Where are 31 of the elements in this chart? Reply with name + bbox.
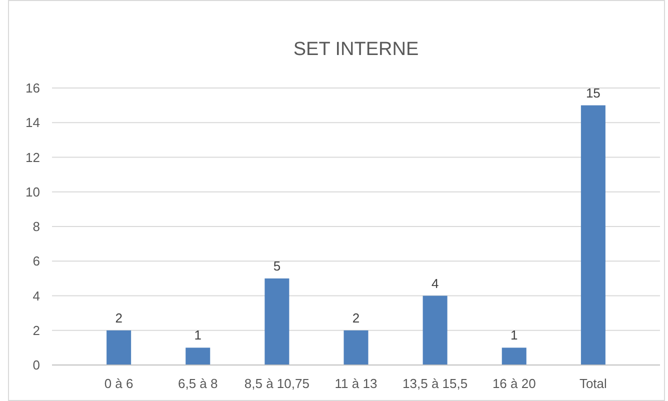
data-label: 5 (273, 258, 281, 274)
x-tick-label: 11 à 13 (334, 376, 378, 391)
chart-title: SET INTERNE (293, 39, 419, 60)
y-tick-label: 2 (32, 322, 40, 338)
data-label: 1 (510, 328, 518, 343)
y-tick-label: 16 (26, 80, 40, 96)
x-tick-label: Total (579, 376, 608, 391)
x-tick-label: 0 à 6 (104, 376, 134, 391)
y-tick-label: 6 (32, 254, 40, 269)
data-label: 2 (115, 310, 122, 326)
y-tick-label: 8 (32, 219, 40, 234)
y-tick-label: 10 (26, 184, 40, 200)
data-label: 4 (431, 276, 439, 291)
x-tick-label: 13,5 à 15,5 (402, 376, 468, 391)
y-tick-label: 0 (32, 358, 40, 373)
bar (186, 348, 210, 365)
x-tick-label: 6,5 à 8 (178, 376, 218, 391)
x-tick-label: 16 à 20 (492, 376, 536, 391)
bar (264, 278, 290, 365)
data-label: 15 (586, 85, 600, 100)
data-label: 2 (352, 310, 360, 326)
y-tick-label: 4 (32, 288, 40, 304)
bar (106, 330, 132, 365)
bar (502, 348, 526, 365)
bar (422, 296, 448, 365)
data-label: 1 (194, 328, 202, 343)
y-tick-label: 14 (26, 115, 40, 130)
y-tick-label: 12 (26, 150, 40, 165)
bar (580, 105, 606, 365)
x-tick-label: 8,5 à 10,75 (244, 376, 310, 391)
bar (344, 330, 368, 365)
